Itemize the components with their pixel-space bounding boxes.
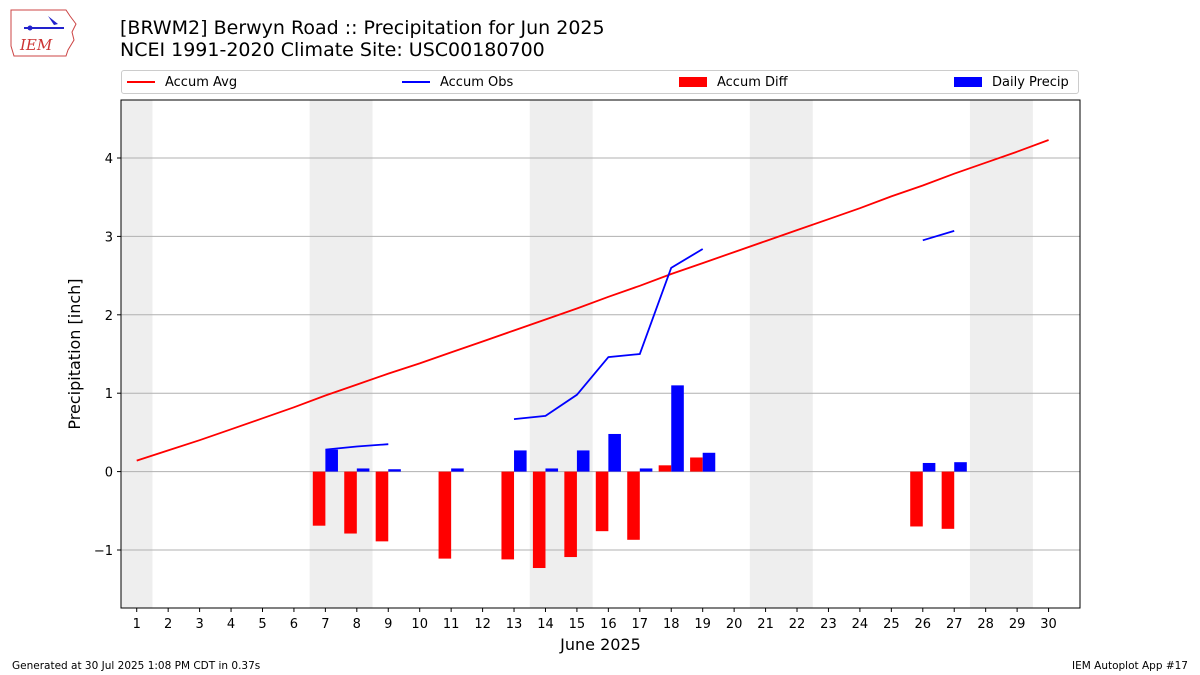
x-tick-label: 30: [1040, 617, 1057, 632]
accum-diff-bar: [627, 471, 640, 540]
accum-diff-bar: [690, 457, 703, 472]
daily-precip-bar: [576, 450, 590, 472]
x-tick-label: 3: [195, 617, 203, 632]
x-tick-label: 4: [227, 617, 235, 632]
x-tick-label: 26: [915, 617, 932, 632]
accum-diff-bar: [910, 471, 923, 527]
accum-obs-line: [922, 230, 955, 242]
accum-diff-bar: [501, 471, 515, 560]
logo-text: IEM: [19, 36, 53, 54]
accum-diff-bar: [532, 471, 546, 569]
x-tick-label: 6: [290, 617, 298, 632]
daily-precip-bar: [639, 468, 653, 472]
station-dot: [27, 25, 33, 31]
legend-item-accum-diff: Accum Diff: [679, 71, 788, 93]
chart-subtitle: NCEI 1991-2020 Climate Site: USC00180700: [120, 39, 545, 61]
weekend-band: [121, 100, 153, 608]
x-tick-label: 2: [164, 617, 172, 632]
daily-precip-bar: [608, 433, 621, 472]
accum-diff-bar: [312, 471, 326, 526]
legend-label-accum-avg: Accum Avg: [165, 74, 238, 90]
legend-label-accum-diff: Accum Diff: [717, 74, 788, 90]
legend: Accum Avg Accum Obs Accum Diff Daily Pre…: [121, 70, 1079, 94]
legend-swatch-accum-avg: [127, 81, 155, 83]
chart-title: [BRWM2] Berwyn Road :: Precipitation for…: [120, 17, 605, 39]
y-tick-label: 2: [105, 309, 113, 324]
legend-swatch-accum-obs: [402, 81, 430, 83]
legend-label-daily-precip: Daily Precip: [992, 74, 1069, 90]
weekend-band: [309, 100, 373, 608]
daily-precip-bar: [325, 449, 338, 472]
generated-timestamp: Generated at 30 Jul 2025 1:08 PM CDT in …: [12, 660, 261, 672]
x-axis-label: June 2025: [559, 635, 641, 654]
accum-diff-bar: [595, 471, 609, 532]
x-tick-label: 16: [600, 617, 617, 632]
iem-logo: IEM: [10, 9, 77, 57]
legend-item-accum-avg: Accum Avg: [127, 71, 237, 93]
x-tick-label: 7: [321, 617, 329, 632]
x-tick-label: 24: [852, 617, 869, 632]
x-tick-label: 29: [1009, 617, 1026, 632]
daily-precip-bar: [922, 462, 936, 472]
accum-obs-line: [513, 248, 704, 420]
legend-swatch-daily-precip: [954, 77, 982, 87]
accum-diff-bar: [375, 471, 389, 542]
x-tick-label: 17: [632, 617, 649, 632]
x-tick-label: 11: [443, 617, 460, 632]
x-tick-label: 25: [883, 617, 900, 632]
accum-diff-bar: [941, 471, 955, 529]
daily-precip-bar: [702, 452, 716, 472]
x-tick-label: 14: [537, 617, 554, 632]
x-tick-label: 1: [133, 617, 141, 632]
x-tick-label: 9: [384, 617, 392, 632]
x-tick-label: 21: [757, 617, 774, 632]
daily-precip-bar: [671, 385, 684, 472]
x-tick-label: 12: [474, 617, 491, 632]
daily-precip-bar: [545, 468, 559, 472]
x-tick-label: 28: [977, 617, 994, 632]
x-tick-label: 8: [353, 617, 361, 632]
daily-precip-bar: [388, 469, 401, 472]
accum-diff-bar: [658, 465, 672, 472]
legend-item-accum-obs: Accum Obs: [402, 71, 513, 93]
wind-vane: [48, 16, 58, 25]
y-tick-label: −1: [94, 544, 113, 559]
y-tick-label: 4: [105, 152, 113, 167]
weekend-band: [749, 100, 813, 608]
daily-precip-bar: [451, 468, 464, 472]
legend-label-accum-obs: Accum Obs: [440, 74, 514, 90]
accum-obs-line: [325, 443, 389, 451]
app-credit: IEM Autoplot App #17: [1072, 660, 1188, 672]
legend-item-daily-precip: Daily Precip: [954, 71, 1069, 93]
daily-precip-bar: [356, 468, 370, 472]
accum-diff-bar: [438, 471, 452, 559]
x-tick-label: 27: [946, 617, 963, 632]
x-tick-label: 5: [258, 617, 266, 632]
accum-avg-line: [136, 139, 1049, 462]
accum-diff-bar: [564, 471, 577, 558]
weekend-band: [969, 100, 1033, 608]
daily-precip-bar: [954, 462, 967, 472]
x-tick-label: 22: [789, 617, 806, 632]
y-tick-label: 1: [105, 387, 113, 402]
x-tick-label: 18: [663, 617, 680, 632]
iowa-outline: [10, 9, 77, 57]
x-tick-label: 13: [506, 617, 523, 632]
x-tick-label: 19: [694, 617, 711, 632]
y-axis-label: Precipitation [inch]: [65, 278, 84, 429]
accum-diff-bar: [344, 471, 357, 534]
plot-frame: [120, 99, 1081, 609]
y-tick-label: 0: [105, 466, 113, 481]
x-tick-label: 10: [411, 617, 428, 632]
daily-precip-bar: [514, 450, 527, 472]
y-tick-label: 3: [105, 230, 113, 245]
x-tick-label: 23: [820, 617, 837, 632]
x-tick-label: 15: [569, 617, 586, 632]
legend-swatch-accum-diff: [679, 77, 707, 87]
x-tick-label: 20: [726, 617, 743, 632]
